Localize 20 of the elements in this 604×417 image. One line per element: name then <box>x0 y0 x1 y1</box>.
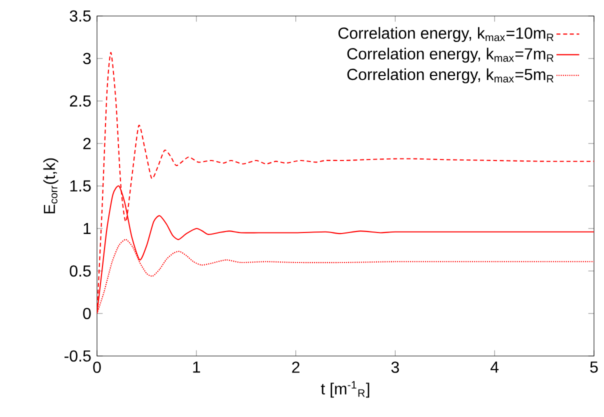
y-tick-label: 3 <box>83 52 91 64</box>
y-tick-label: 1 <box>84 222 91 234</box>
y-tick-label: 3.5 <box>70 10 91 22</box>
y-tick-label: 2.5 <box>70 95 91 107</box>
y-axis-title: E$_{corr}$(t,k) <box>43 158 58 214</box>
x-tick-label: 4 <box>490 362 499 373</box>
y-tick-label: 2 <box>83 138 91 150</box>
y-tick-label: 0.5 <box>70 265 91 277</box>
y-tick-label: -0.5 <box>64 350 91 362</box>
x-tick-label: 5 <box>590 362 598 373</box>
x-tick-label: 2 <box>292 362 300 373</box>
legend-label: Correlation energy, k$_{max}$=10m$_{R}$ <box>338 27 554 42</box>
legend-label: Correlation energy, k$_{max}$=7m$_{R}$ <box>347 48 554 63</box>
y-tick-label: 0 <box>83 308 91 320</box>
x-tick-label: 3 <box>391 362 399 373</box>
y-tick-label: 1.5 <box>70 180 91 192</box>
x-axis-title: t [m$^{-1}$$_{R}$] <box>320 381 370 398</box>
x-tick-label: 0 <box>93 362 101 373</box>
x-tick-label: 1 <box>193 362 200 373</box>
legend-label: Correlation energy, k$_{max}$=5m$_{R}$ <box>347 68 554 84</box>
